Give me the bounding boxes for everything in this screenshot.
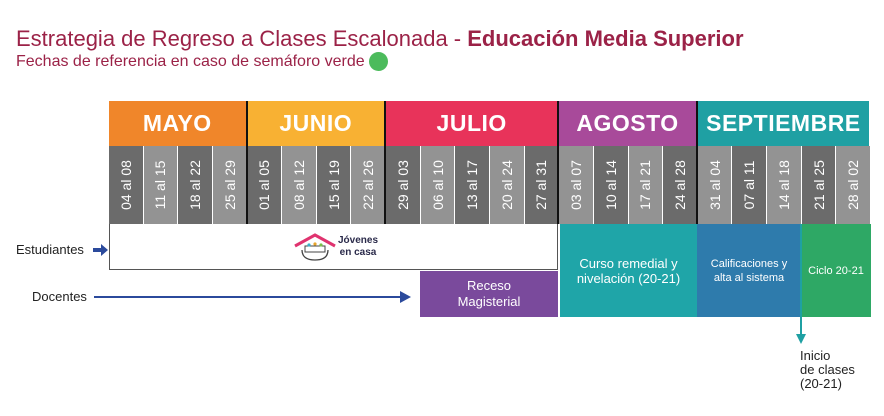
week-cell: 03 al 07 xyxy=(559,146,593,224)
subtitle: Fechas de referencia en caso de semáforo… xyxy=(16,52,388,71)
receso-magisterial-block: Receso Magisterial xyxy=(420,271,558,317)
week-label: 13 al 17 xyxy=(464,160,481,210)
week-label: 25 al 29 xyxy=(221,160,238,210)
week-label: 28 al 02 xyxy=(845,160,862,210)
month-divider xyxy=(695,101,698,224)
week-cell: 17 al 21 xyxy=(628,146,663,224)
week-label: 18 al 22 xyxy=(187,160,204,210)
week-label: 08 al 12 xyxy=(290,160,307,210)
week-cell: 21 al 25 xyxy=(801,146,836,224)
week-cell: 24 al 28 xyxy=(663,146,697,224)
week-label: 14 al 18 xyxy=(775,160,792,210)
week-label: 06 al 10 xyxy=(429,160,446,210)
week-label: 10 al 14 xyxy=(602,160,619,210)
green-dot-icon xyxy=(368,52,388,71)
start-arrow-icon xyxy=(796,224,806,344)
week-label: 07 al 11 xyxy=(741,160,758,210)
week-label: 11 al 15 xyxy=(152,160,169,210)
teachers-label: Docentes xyxy=(32,289,87,304)
calificaciones-block: Calificaciones y alta al sistema xyxy=(697,224,801,317)
week-cell: 20 al 24 xyxy=(490,146,524,224)
house-logo-icon xyxy=(294,233,336,261)
week-label: 20 al 24 xyxy=(498,160,515,210)
week-cell: 15 al 19 xyxy=(316,146,351,224)
week-cell: 29 al 03 xyxy=(386,146,420,224)
students-arrow-icon xyxy=(93,244,108,256)
week-label: 04 al 08 xyxy=(117,160,134,210)
week-cell: 18 al 22 xyxy=(178,146,212,224)
month-divider xyxy=(384,101,387,224)
week-label: 29 al 03 xyxy=(394,160,411,210)
week-label: 22 al 26 xyxy=(360,160,377,210)
ciclo-block: Ciclo 20-21 xyxy=(801,224,871,317)
week-cell: 14 al 18 xyxy=(767,146,801,224)
week-cell: 27 al 31 xyxy=(524,146,559,224)
week-cell: 07 al 11 xyxy=(732,146,767,224)
month-header-septiembre: SEPTIEMBRE xyxy=(697,101,869,146)
start-of-classes-label: Inicio de clases (20-21) xyxy=(800,348,855,391)
week-cell: 01 al 05 xyxy=(247,146,282,224)
week-label: 01 al 05 xyxy=(256,160,273,210)
week-cell: 22 al 26 xyxy=(351,146,386,224)
month-header-agosto: AGOSTO xyxy=(559,101,696,146)
week-label: 24 al 28 xyxy=(671,160,688,210)
week-label: 21 al 25 xyxy=(810,160,827,210)
students-label: Estudiantes xyxy=(16,242,84,257)
week-cell: 25 al 29 xyxy=(212,146,247,224)
month-header-junio: JUNIO xyxy=(247,101,385,146)
week-cell: 28 al 02 xyxy=(836,146,870,224)
week-cell: 06 al 10 xyxy=(420,146,455,224)
curso-remedial-block: Curso remedial y nivelación (20-21) xyxy=(560,224,697,317)
week-label: 31 al 04 xyxy=(706,160,723,210)
month-header-mayo: MAYO xyxy=(109,101,246,146)
week-cell: 11 al 15 xyxy=(143,146,178,224)
week-label: 03 al 07 xyxy=(568,160,585,210)
month-divider xyxy=(557,101,560,224)
week-cell: 04 al 08 xyxy=(109,146,143,224)
week-label: 17 al 21 xyxy=(637,160,654,210)
month-divider xyxy=(245,101,248,224)
week-cell: 13 al 17 xyxy=(455,146,489,224)
week-cell: 08 al 12 xyxy=(282,146,316,224)
week-label: 27 al 31 xyxy=(533,160,550,210)
week-label: 15 al 19 xyxy=(325,160,342,210)
jovenes-en-casa-block: Jóvenes en casa xyxy=(109,224,558,270)
month-header-julio: JULIO xyxy=(386,101,558,146)
week-cell: 10 al 14 xyxy=(593,146,628,224)
logo-text: Jóvenes en casa xyxy=(338,235,379,258)
page-title: Estrategia de Regreso a Clases Escalonad… xyxy=(16,26,744,51)
teachers-arrow-icon xyxy=(94,291,411,303)
week-cell: 31 al 04 xyxy=(697,146,732,224)
